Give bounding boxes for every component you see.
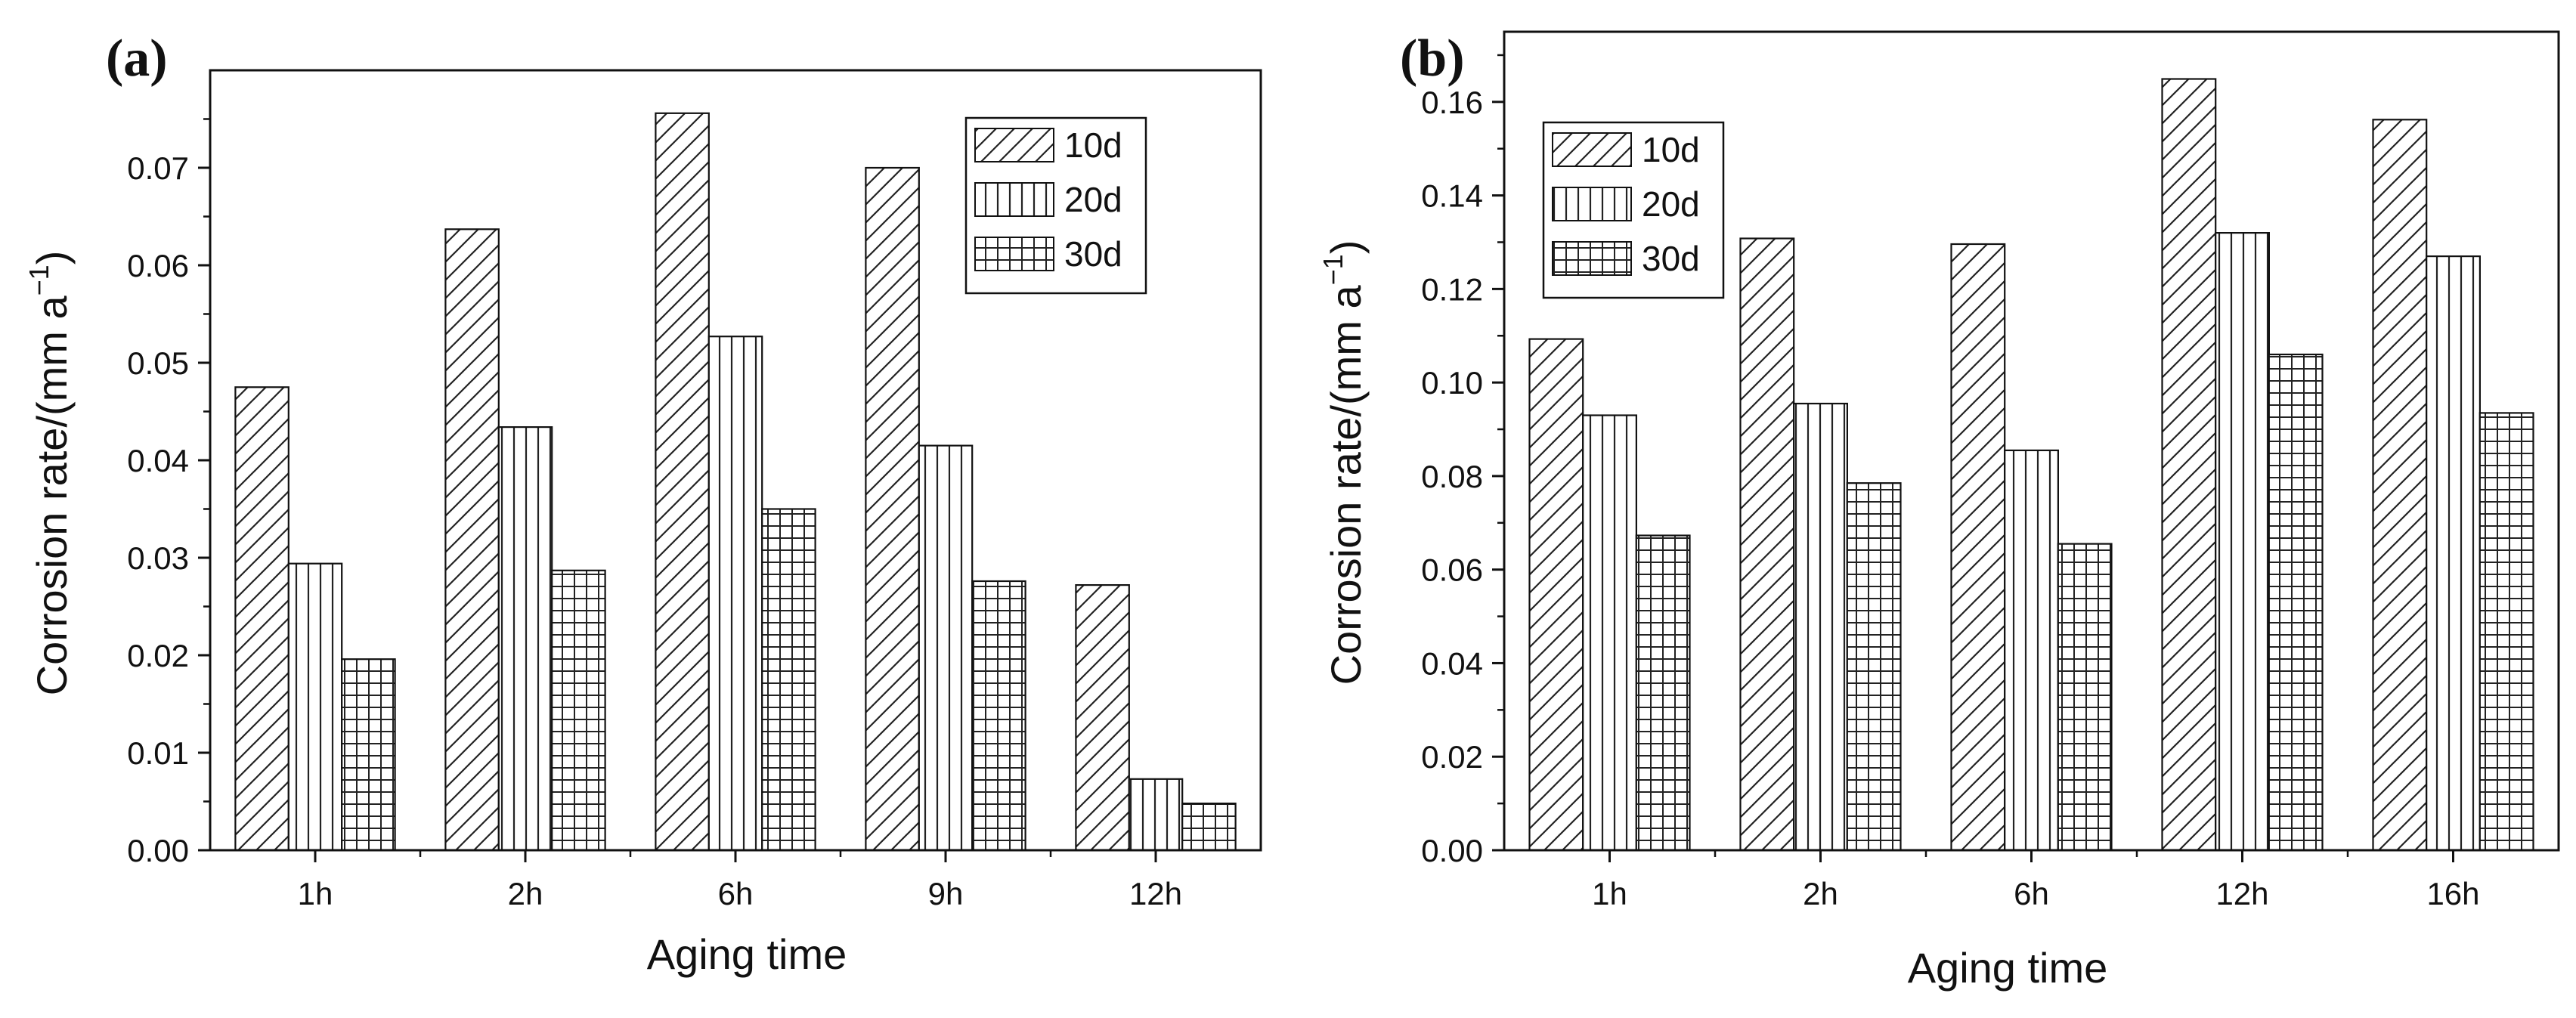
panel-b: (b) Aging time Corrosion rate/(mm a−1) 0…: [1317, 29, 2560, 992]
bar-b-20d-6h: [2004, 449, 2059, 852]
y-axis-title-text-a: Corrosion rate/(mm a: [28, 295, 76, 695]
x-tick-label-a: 2h: [508, 876, 543, 911]
bar-b-30d-6h: [2057, 543, 2113, 852]
bar-a-30d-1h: [341, 658, 396, 852]
y-tick-label-a: 0.05: [127, 345, 189, 381]
legend-label-b-30d: 30d: [1642, 239, 1700, 278]
x-tick-label-a: 6h: [718, 876, 754, 911]
panel-a: (a) Aging time Corrosion rate/(mm a−1) 0…: [23, 29, 1262, 978]
legend-label-a-30d: 30d: [1064, 234, 1122, 274]
y-tick-label-b: 0.12: [1421, 271, 1483, 307]
y-tick-label-a: 0.02: [127, 638, 189, 673]
legend-swatch-a-10d: [974, 128, 1054, 162]
legend-label-b-20d: 20d: [1642, 184, 1700, 224]
bar-a-10d-2h: [444, 228, 500, 852]
bar-a-20d-6h: [707, 336, 763, 852]
bar-b-20d-16h: [2426, 255, 2481, 852]
bar-b-30d-2h: [1846, 482, 1902, 852]
x-tick-label-b: 12h: [2215, 876, 2268, 911]
y-tick-label-a: 0.03: [127, 540, 189, 576]
y-axis-title-superscript-a: −1: [23, 265, 54, 295]
y-tick-label-b: 0.14: [1421, 178, 1483, 214]
bar-a-10d-12h: [1075, 583, 1130, 852]
bar-b-10d-16h: [2372, 119, 2428, 852]
legend-swatch-a-20d: [974, 182, 1054, 217]
bar-a-30d-2h: [551, 569, 606, 852]
bar-b-10d-2h: [1739, 237, 1795, 852]
x-axis-title-b: Aging time: [1908, 944, 2108, 992]
bar-a-20d-12h: [1128, 778, 1184, 852]
y-axis-title-superscript-b: −1: [1317, 254, 1348, 285]
x-tick-label-a: 12h: [1129, 876, 1182, 911]
y-tick-label-b: 0.06: [1421, 552, 1483, 588]
bar-b-10d-12h: [2161, 78, 2217, 852]
bar-b-30d-1h: [1635, 534, 1691, 852]
bar-a-10d-9h: [865, 166, 920, 852]
bar-b-20d-12h: [2215, 232, 2270, 852]
panel-label-b: (b): [1400, 29, 1465, 88]
y-tick-label-a: 0.01: [127, 735, 189, 771]
x-tick-label-b: 16h: [2426, 876, 2479, 911]
x-tick-label-b: 2h: [1803, 876, 1838, 911]
y-axis-title-b: Corrosion rate/(mm a−1): [1317, 240, 1370, 685]
bar-a-20d-1h: [287, 562, 343, 852]
legend-label-a-20d: 20d: [1064, 180, 1122, 219]
bar-b-20d-1h: [1582, 414, 1637, 852]
y-axis-title-close-b: ): [1322, 240, 1370, 255]
x-axis-title-a: Aging time: [647, 930, 847, 978]
y-axis-title-text-b: Corrosion rate/(mm a: [1322, 284, 1370, 685]
y-tick-label-b: 0.08: [1421, 459, 1483, 494]
legend-swatch-a-30d: [974, 237, 1054, 271]
legend-swatch-b-30d: [1552, 241, 1632, 276]
y-tick-label-a: 0.07: [127, 150, 189, 186]
bar-a-30d-6h: [761, 508, 816, 852]
y-tick-label-b: 0.00: [1421, 833, 1483, 868]
legend-swatch-b-20d: [1552, 187, 1632, 221]
y-tick-label-b: 0.10: [1421, 365, 1483, 401]
y-tick-label-b: 0.16: [1421, 85, 1483, 120]
y-axis-title-a: Corrosion rate/(mm a−1): [23, 251, 76, 696]
x-tick-label-b: 6h: [2014, 876, 2049, 911]
y-tick-label-b: 0.04: [1421, 645, 1483, 681]
bar-a-20d-9h: [918, 444, 974, 852]
bar-a-10d-6h: [655, 112, 710, 852]
y-axis-title-close-a: ): [28, 251, 76, 265]
y-tick-label-b: 0.02: [1421, 739, 1483, 775]
bar-b-20d-2h: [1793, 402, 1848, 852]
bar-a-30d-9h: [971, 580, 1026, 852]
legend-label-b-10d: 10d: [1642, 130, 1700, 169]
bar-a-20d-2h: [497, 425, 553, 852]
x-tick-label-a: 9h: [928, 876, 964, 911]
y-tick-label-a: 0.04: [127, 443, 189, 478]
y-tick-label-a: 0.00: [127, 833, 189, 868]
bar-a-30d-12h: [1181, 802, 1237, 852]
x-tick-label-a: 1h: [298, 876, 333, 911]
legend-swatch-b-10d: [1552, 132, 1632, 167]
bar-b-30d-12h: [2268, 353, 2324, 852]
bar-a-10d-1h: [234, 386, 289, 852]
legend-label-a-10d: 10d: [1064, 125, 1122, 165]
bar-b-30d-16h: [2478, 412, 2534, 852]
y-tick-label-a: 0.06: [127, 248, 189, 283]
bar-b-10d-6h: [1950, 243, 2006, 852]
x-tick-label-b: 1h: [1592, 876, 1627, 911]
bar-b-10d-1h: [1528, 338, 1584, 852]
panel-label-a: (a): [106, 29, 168, 88]
